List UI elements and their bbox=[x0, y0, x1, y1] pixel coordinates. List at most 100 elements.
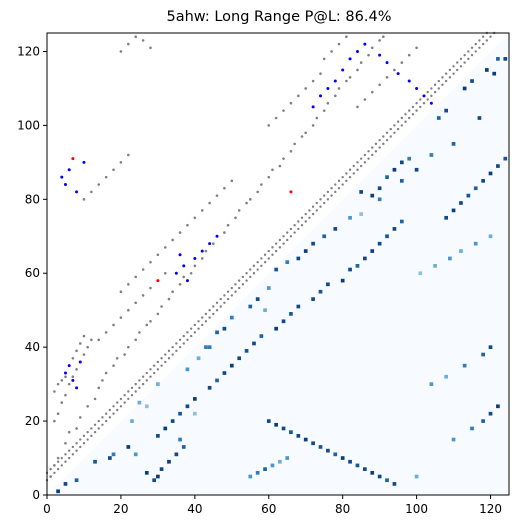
true-contact-point bbox=[86, 404, 89, 408]
true-contact-point bbox=[337, 87, 341, 90]
heatmap-cell bbox=[377, 197, 382, 202]
true-contact-point bbox=[112, 168, 115, 172]
heatmap-cell bbox=[285, 260, 290, 264]
true-contact-point bbox=[408, 109, 411, 112]
heatmap-cell bbox=[470, 426, 474, 431]
true-contact-point bbox=[182, 334, 185, 338]
true-contact-point bbox=[164, 353, 167, 356]
true-contact-point bbox=[404, 113, 407, 116]
heatmap-cell bbox=[255, 470, 260, 475]
heatmap-cell bbox=[229, 363, 234, 368]
correct-prediction-point bbox=[75, 386, 79, 390]
true-contact-point bbox=[145, 323, 149, 327]
true-contact-point bbox=[212, 242, 215, 245]
heatmap-cell bbox=[156, 434, 160, 438]
true-contact-point bbox=[356, 105, 359, 109]
true-contact-point bbox=[400, 124, 404, 127]
true-contact-point bbox=[60, 401, 64, 404]
heatmap-cell bbox=[348, 215, 352, 220]
heatmap-cell bbox=[274, 326, 278, 331]
heatmap-cell bbox=[370, 193, 375, 198]
true-contact-point bbox=[282, 235, 285, 238]
true-contact-point bbox=[186, 338, 189, 341]
incorrect-prediction-point bbox=[71, 157, 75, 161]
true-contact-point bbox=[152, 364, 156, 367]
correct-prediction-point bbox=[208, 242, 212, 246]
true-contact-point bbox=[104, 371, 108, 375]
true-contact-point bbox=[474, 50, 477, 53]
true-contact-point bbox=[86, 438, 89, 441]
true-contact-point bbox=[141, 375, 145, 378]
true-contact-point bbox=[289, 235, 293, 238]
true-contact-point bbox=[167, 349, 171, 353]
true-contact-point bbox=[337, 187, 341, 190]
true-contact-point bbox=[385, 131, 389, 134]
true-contact-point bbox=[152, 371, 156, 375]
true-contact-point bbox=[101, 416, 104, 419]
true-contact-point bbox=[300, 216, 304, 219]
heatmap-cell bbox=[462, 363, 467, 368]
true-contact-point bbox=[385, 76, 389, 79]
true-contact-point bbox=[219, 297, 222, 301]
true-contact-point bbox=[138, 331, 141, 334]
true-contact-point bbox=[226, 290, 230, 293]
true-contact-point bbox=[282, 242, 285, 245]
true-contact-point bbox=[478, 46, 481, 49]
correct-prediction-point bbox=[326, 86, 330, 90]
true-contact-point bbox=[167, 357, 171, 360]
true-contact-point bbox=[64, 441, 67, 445]
true-contact-point bbox=[134, 382, 137, 386]
heatmap-cell bbox=[144, 470, 149, 475]
true-contact-point bbox=[378, 39, 381, 42]
heatmap-cell bbox=[222, 326, 227, 331]
true-contact-point bbox=[215, 301, 219, 305]
heatmap-cell bbox=[274, 422, 278, 427]
true-contact-point bbox=[104, 331, 108, 334]
true-contact-point bbox=[230, 179, 234, 183]
heatmap-cell bbox=[359, 190, 364, 194]
correct-prediction-point bbox=[178, 253, 182, 257]
true-contact-point bbox=[382, 35, 385, 38]
true-contact-point bbox=[197, 320, 200, 323]
true-contact-point bbox=[86, 345, 89, 349]
true-contact-point bbox=[127, 308, 130, 312]
heatmap-cell bbox=[492, 71, 497, 76]
true-contact-point bbox=[470, 46, 474, 49]
heatmap-cell bbox=[496, 164, 500, 168]
correct-prediction-point bbox=[215, 234, 219, 238]
true-contact-point bbox=[149, 46, 152, 50]
true-contact-point bbox=[208, 309, 211, 312]
true-contact-point bbox=[341, 183, 344, 186]
heatmap-cell bbox=[248, 304, 253, 309]
true-contact-point bbox=[304, 220, 307, 223]
plot-area bbox=[45, 31, 509, 495]
heatmap-cell bbox=[266, 286, 271, 290]
heatmap-cell bbox=[270, 463, 275, 468]
true-contact-point bbox=[481, 35, 485, 38]
heatmap-cell bbox=[255, 297, 260, 301]
true-contact-point bbox=[278, 238, 282, 242]
correct-prediction-point bbox=[378, 53, 382, 57]
true-contact-point bbox=[56, 460, 60, 463]
heatmap-cell bbox=[215, 330, 219, 335]
true-contact-point bbox=[241, 283, 245, 286]
true-contact-point bbox=[293, 142, 296, 146]
true-contact-point bbox=[415, 109, 418, 112]
heatmap-cell bbox=[229, 315, 234, 320]
true-contact-point bbox=[378, 146, 381, 149]
true-contact-point bbox=[304, 131, 308, 135]
heatmap-cell bbox=[414, 474, 419, 479]
true-contact-point bbox=[49, 475, 52, 478]
true-contact-point bbox=[71, 375, 75, 379]
heatmap-cell bbox=[215, 378, 219, 383]
correct-prediction-point bbox=[182, 264, 186, 268]
correct-prediction-point bbox=[407, 79, 411, 83]
true-contact-point bbox=[256, 260, 259, 264]
true-contact-point bbox=[49, 467, 52, 471]
true-contact-point bbox=[193, 264, 197, 268]
true-contact-point bbox=[393, 68, 396, 72]
true-contact-point bbox=[226, 223, 230, 227]
true-contact-point bbox=[104, 175, 108, 179]
true-contact-point bbox=[112, 405, 115, 408]
heatmap-cell bbox=[318, 289, 323, 294]
